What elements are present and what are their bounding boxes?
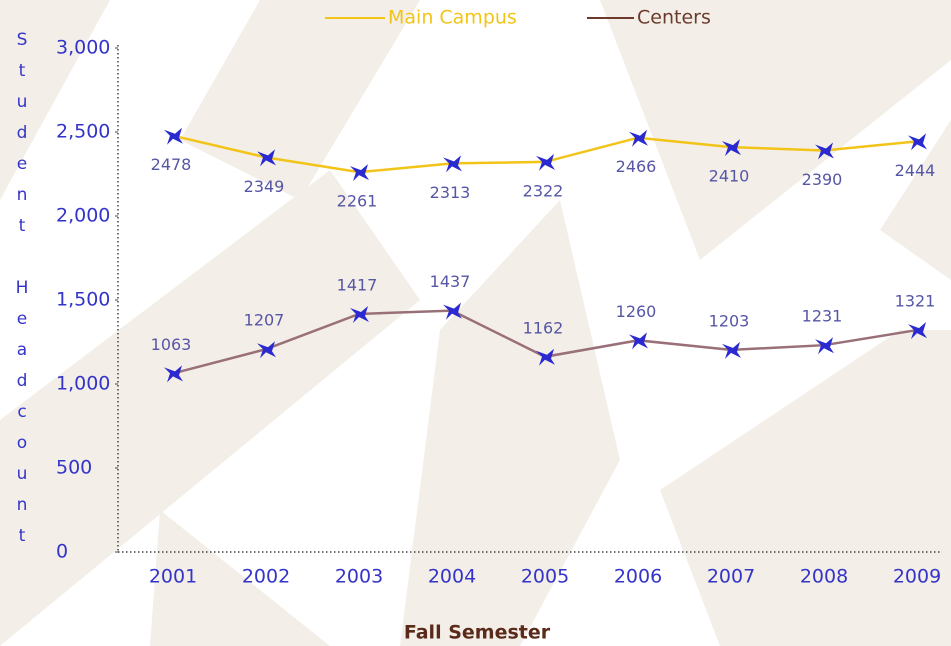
data-label: 2390	[802, 170, 843, 189]
data-label: 1207	[244, 311, 285, 330]
point-marker	[350, 164, 369, 182]
data-label: 1162	[523, 318, 564, 337]
x-axis-title: Fall Semester	[404, 622, 551, 644]
y-axis-title: Student Headcount	[12, 30, 32, 557]
data-label: 2322	[523, 181, 564, 200]
data-label: 1417	[337, 275, 378, 294]
y-tick-label: 2,000	[56, 205, 110, 227]
x-tick-label: 2009	[893, 566, 941, 588]
point-marker	[257, 149, 276, 167]
y-tick-label: 3,000	[56, 37, 110, 59]
data-label: 1437	[430, 272, 471, 291]
point-marker	[722, 341, 741, 359]
point-marker	[164, 365, 183, 383]
y-tick-label: 1,000	[56, 373, 110, 395]
data-label: 2478	[151, 155, 192, 174]
x-tick-label: 2001	[149, 566, 197, 588]
point-marker	[629, 332, 648, 350]
point-marker	[815, 142, 834, 160]
point-marker	[443, 302, 462, 320]
point-marker	[908, 322, 927, 340]
y-tick-label: 1,500	[56, 289, 110, 311]
data-label: 1063	[151, 335, 192, 354]
data-label: 1231	[802, 307, 843, 326]
data-label: 1260	[616, 302, 657, 321]
point-marker	[815, 337, 834, 355]
data-label: 2410	[709, 167, 750, 186]
y-tick-label: 2,500	[56, 121, 110, 143]
data-label: 2261	[337, 192, 378, 211]
point-marker	[350, 305, 369, 323]
x-tick-label: 2002	[242, 566, 290, 588]
y-tick-label: 0	[56, 541, 68, 563]
x-tick-label: 2005	[521, 566, 569, 588]
x-tick-label: 2008	[800, 566, 848, 588]
data-label: 2349	[244, 177, 285, 196]
x-tick-label: 2007	[707, 566, 755, 588]
point-marker	[722, 139, 741, 157]
x-tick-label: 2004	[428, 566, 476, 588]
y-tick-label: 500	[56, 457, 92, 479]
data-label: 1321	[895, 292, 936, 311]
point-marker	[443, 155, 462, 173]
data-label: 1203	[709, 311, 750, 330]
data-label: 2444	[895, 161, 936, 180]
point-marker	[257, 341, 276, 359]
point-marker	[908, 133, 927, 151]
point-marker	[536, 153, 555, 171]
point-marker	[536, 348, 555, 366]
legend-label: Centers	[637, 7, 711, 29]
legend-label: Main Campus	[388, 7, 517, 29]
x-tick-label: 2006	[614, 566, 662, 588]
data-label: 2313	[430, 183, 471, 202]
x-tick-label: 2003	[335, 566, 383, 588]
point-marker	[164, 127, 183, 145]
point-marker	[629, 129, 648, 147]
data-label: 2466	[616, 157, 657, 176]
